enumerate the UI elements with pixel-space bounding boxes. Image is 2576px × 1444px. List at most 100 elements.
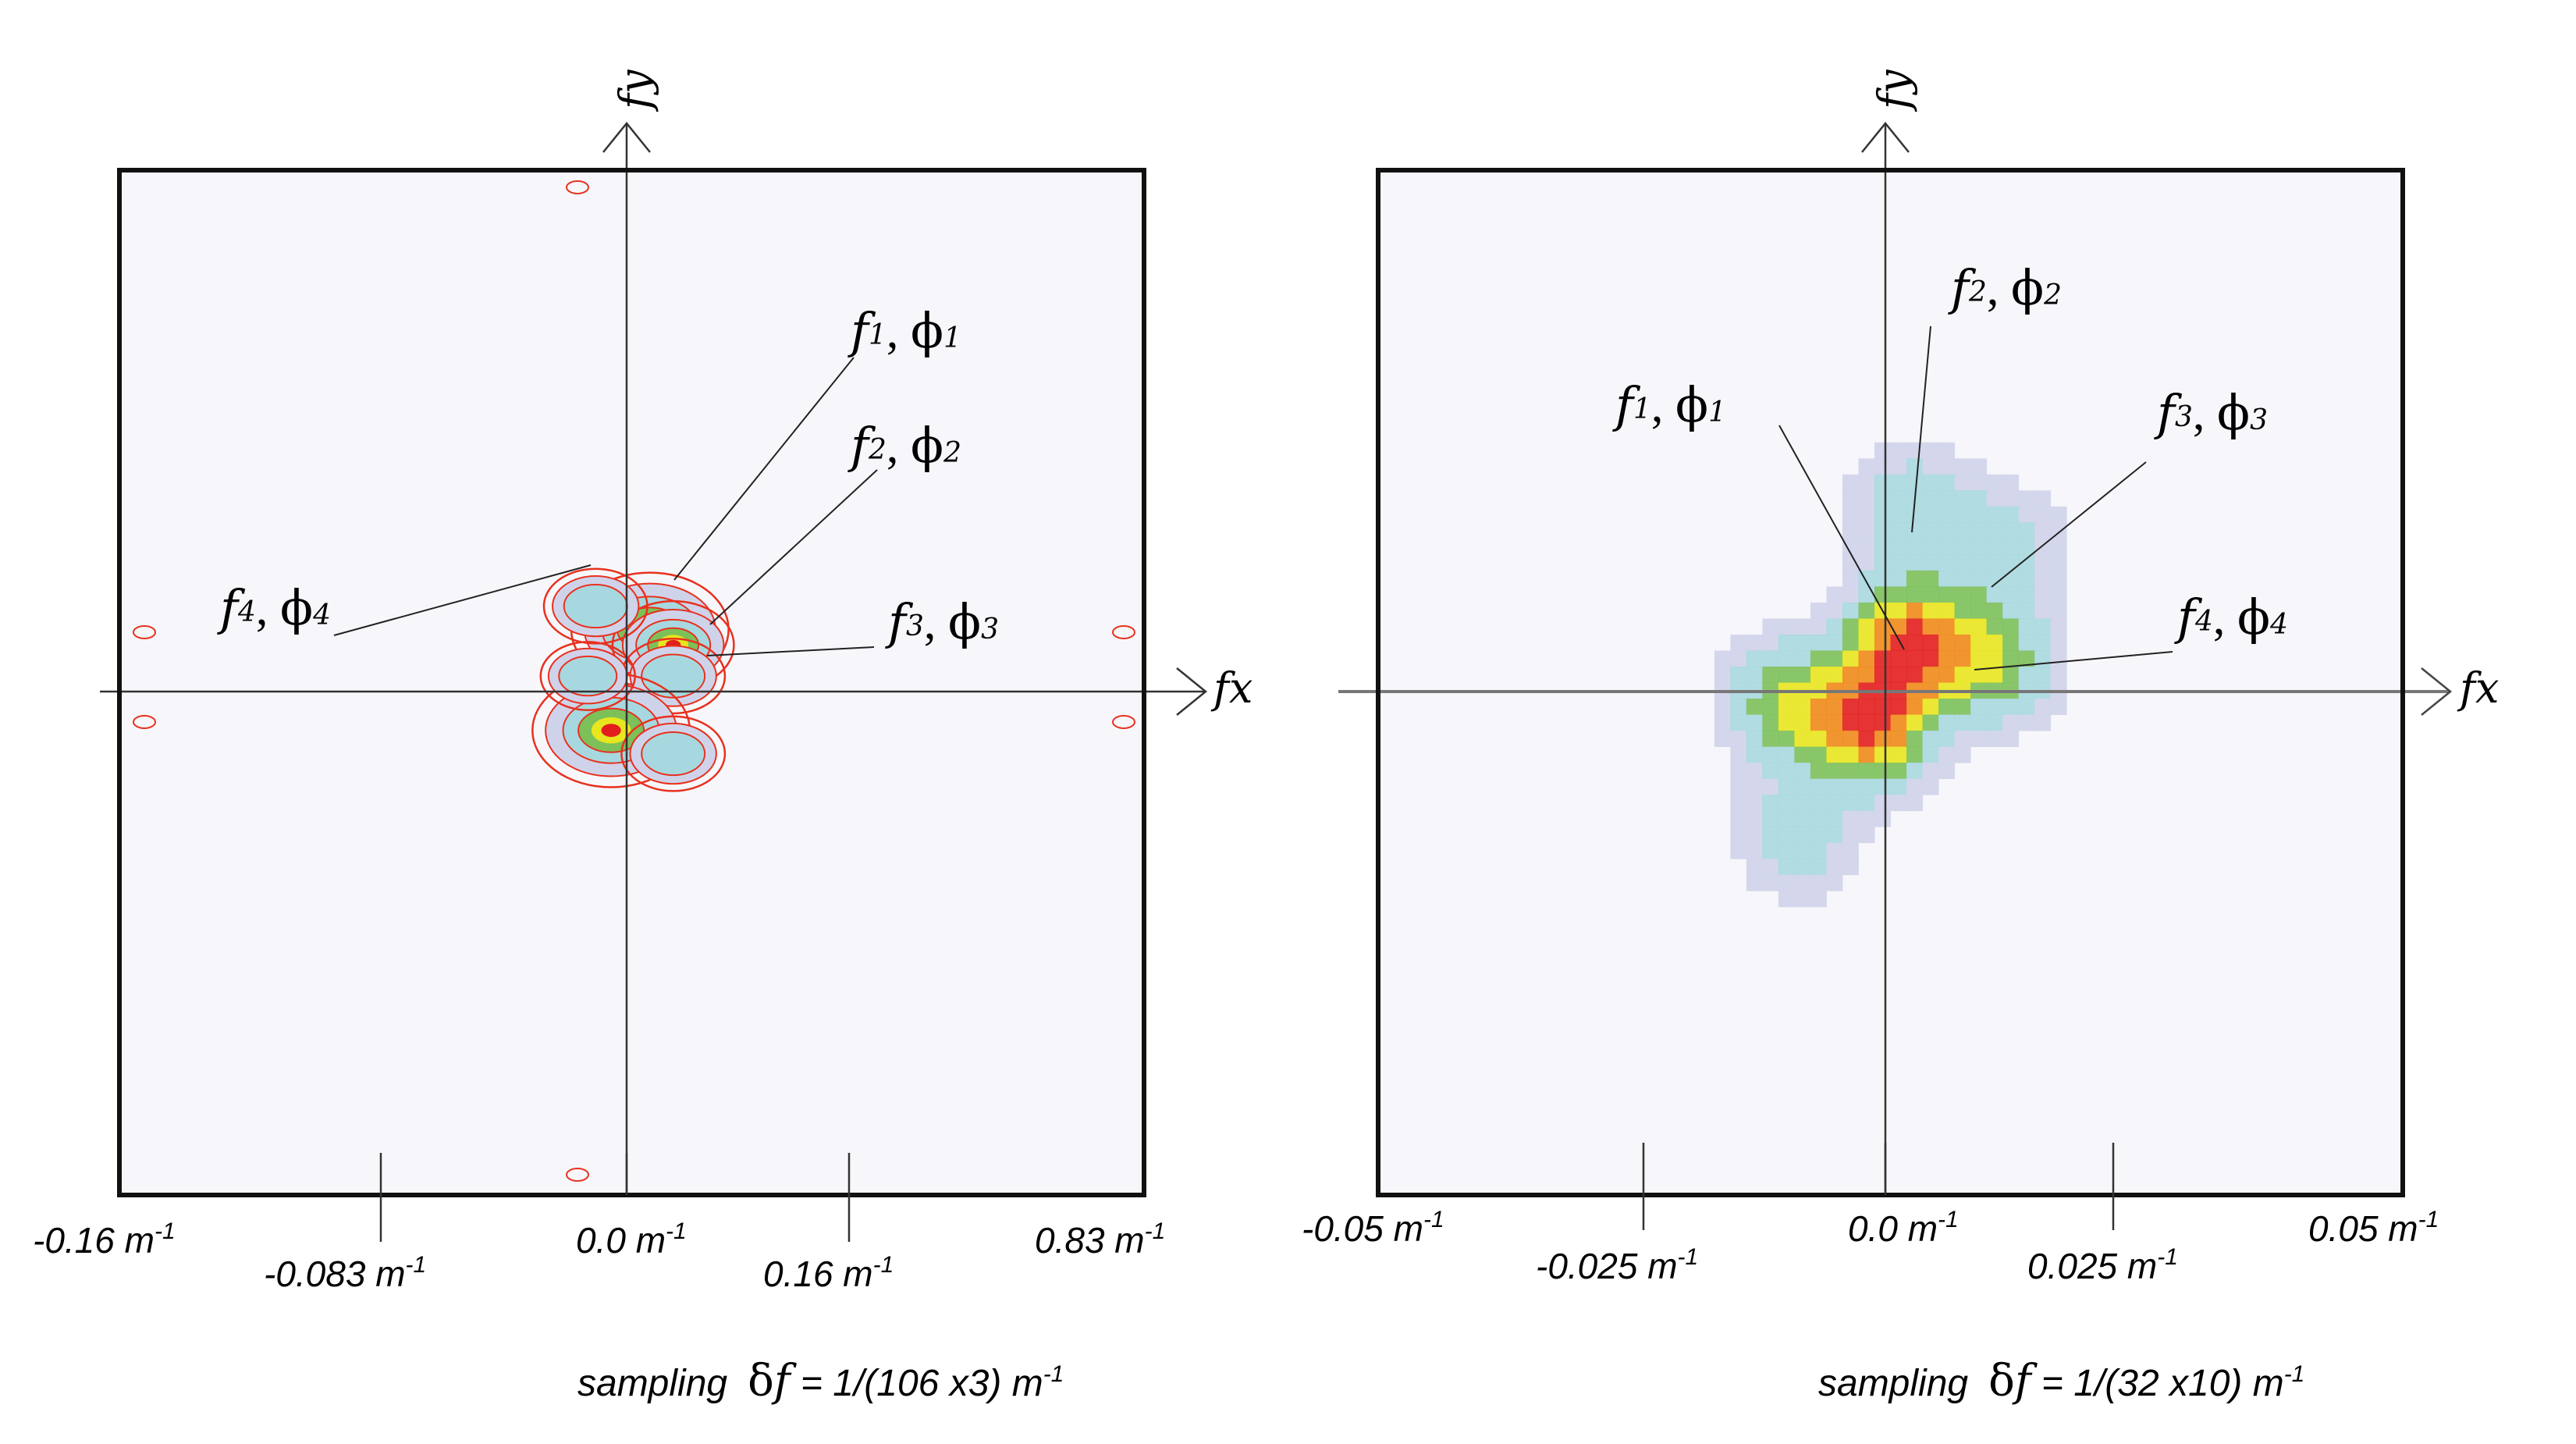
heat-cell (1970, 506, 1988, 523)
heat-cell (1826, 714, 1843, 731)
heat-cell (1874, 731, 1891, 748)
right-plot-frame (1376, 168, 2405, 1197)
heat-cell (1794, 859, 1811, 876)
heat-cell (1858, 699, 1875, 716)
heat-cell (1954, 458, 1971, 475)
heat-cell (1906, 474, 1924, 491)
heat-cell (1938, 586, 1956, 603)
heat-cell (1810, 650, 1827, 667)
heat-cell (1826, 746, 1843, 763)
heat-cell (1778, 731, 1795, 748)
heat-cell (1954, 634, 1971, 651)
heat-cell (1906, 795, 1924, 812)
heat-cell (1858, 458, 1875, 475)
heat-cell (2018, 650, 2035, 667)
heat-cell (1938, 666, 1956, 683)
heat-cell (1762, 699, 1779, 716)
heat-cell (1922, 763, 1939, 780)
heat-cell (1970, 458, 1988, 475)
heat-cell (1938, 458, 1956, 475)
heat-cell (1922, 522, 1939, 539)
heat-cell (1874, 458, 1891, 475)
heat-cell (1922, 602, 1939, 619)
heat-cell (1922, 458, 1939, 475)
heat-cell (2002, 699, 2020, 716)
heat-cell (1842, 827, 1859, 844)
heat-cell (1890, 506, 1907, 523)
heat-cell (2018, 634, 2035, 651)
heat-cell (2034, 570, 2052, 587)
heat-cell (1842, 810, 1859, 827)
heat-cell (1874, 586, 1891, 603)
heat-cell (1842, 474, 1859, 491)
heat-cell (1970, 538, 1988, 555)
heat-cell (1858, 538, 1875, 555)
heat-cell (1874, 795, 1891, 812)
heat-cell (1858, 731, 1875, 748)
heat-cell (1810, 778, 1827, 795)
left-leader-line (706, 646, 875, 656)
heat-cell (1842, 859, 1859, 876)
heat-cell (1794, 842, 1811, 859)
heat-cell (1794, 810, 1811, 827)
heat-cell (1938, 731, 1956, 748)
heat-cell (1762, 731, 1779, 748)
heat-cell (1986, 699, 2003, 716)
heat-cell (1762, 618, 1779, 635)
heat-cell (2034, 699, 2052, 716)
right-x-axis-arrow (2421, 667, 2452, 716)
heat-cell (1890, 554, 1907, 571)
heat-cell (1938, 618, 1956, 635)
heat-cell (1970, 634, 1988, 651)
heat-cell (1762, 795, 1779, 812)
heat-cell (1842, 763, 1859, 780)
heat-cell (1746, 795, 1763, 812)
right-leader-line (1991, 461, 2147, 588)
heat-cell (1762, 842, 1779, 859)
heat-cell (1890, 714, 1907, 731)
heat-cell (1778, 778, 1795, 795)
heat-cell (1842, 778, 1859, 795)
heat-cell (1938, 442, 1956, 459)
contour-level (641, 731, 706, 777)
heat-cell (1730, 634, 1747, 651)
heat-cell (1954, 490, 1971, 507)
heat-cell (1810, 763, 1827, 780)
heat-cell (1874, 618, 1891, 635)
right-tick-label: 0.025 m-1 (2027, 1244, 2178, 1286)
left-fx-label: fx (1210, 663, 1252, 713)
heat-cell (2050, 506, 2067, 523)
heat-cell (1874, 538, 1891, 555)
heat-cell (1714, 666, 1731, 683)
right-tick-label: -0.05 m-1 (1302, 1207, 1444, 1249)
heat-cell (2034, 506, 2052, 523)
heat-cell (1826, 795, 1843, 812)
heat-cell (1842, 634, 1859, 651)
right-fx-label: fx (2457, 663, 2499, 713)
heat-cell (1986, 554, 2003, 571)
heat-cell (1970, 714, 1988, 731)
heat-cell (1906, 602, 1924, 619)
contour-artifact (566, 180, 589, 194)
heat-cell (1938, 474, 1956, 491)
heat-cell (2002, 474, 2020, 491)
heat-cell (1762, 827, 1779, 844)
heat-cell (1746, 746, 1763, 763)
contour-artifact (133, 715, 156, 729)
heat-cell (1922, 506, 1939, 523)
heat-cell (1794, 763, 1811, 780)
heat-cell (1794, 827, 1811, 844)
heat-cell (1986, 618, 2003, 635)
heat-cell (1842, 586, 1859, 603)
heat-cell (1762, 763, 1779, 780)
heat-cell (2002, 490, 2020, 507)
heat-cell (2050, 666, 2067, 683)
heat-cell (1874, 442, 1891, 459)
heat-cell (1890, 618, 1907, 635)
heat-cell (1986, 570, 2003, 587)
heat-cell (1762, 859, 1779, 876)
heat-cell (1874, 699, 1891, 716)
heat-cell (1794, 699, 1811, 716)
heat-cell (1858, 602, 1875, 619)
